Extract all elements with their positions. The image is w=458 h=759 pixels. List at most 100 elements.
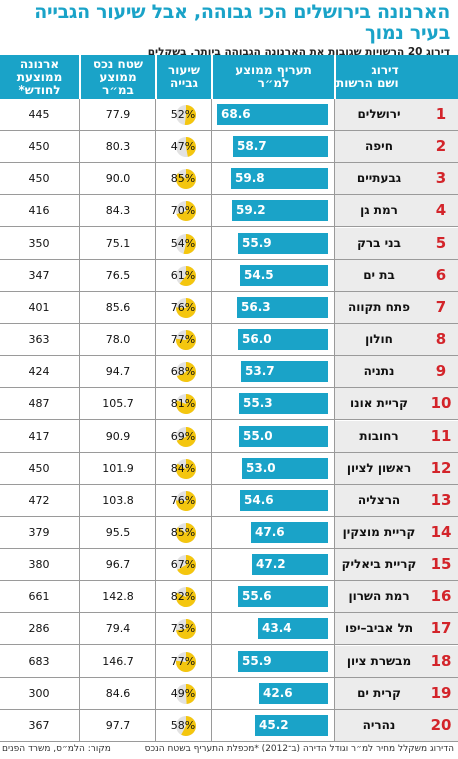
table-row: 8 חולון 56.0 77% 78.0 363 bbox=[0, 324, 458, 357]
collection-rate-pie bbox=[176, 619, 197, 640]
collection-rate-pie bbox=[176, 715, 197, 736]
name-cell: 1 ירושלים bbox=[335, 99, 458, 130]
table-row: 5 בני ברק 55.9 54% 75.1 350 bbox=[0, 227, 458, 260]
tariff-bar bbox=[238, 650, 328, 672]
municipality-name: נהריה bbox=[362, 717, 396, 732]
table-row: 3 גבעתיים 59.8 85% 90.0 450 bbox=[0, 163, 458, 196]
municipality-name: ראשון לציון bbox=[346, 460, 412, 475]
avg-area-value: 146.7 bbox=[102, 654, 134, 668]
avg-area-value: 101.9 bbox=[102, 461, 134, 475]
avg-area-value: 96.7 bbox=[105, 558, 131, 572]
name-cell: 9 נתניה bbox=[335, 356, 458, 388]
collection-rate-value: 54% bbox=[170, 236, 196, 250]
footer-note: הדירוג משקלל מחיר למ״ר וגודל הדירה (ב־20… bbox=[144, 744, 454, 754]
pie-slice bbox=[176, 458, 197, 479]
avg-arnona-value: 450 bbox=[28, 140, 50, 154]
collection-rate-pie bbox=[176, 265, 196, 286]
rank-number: 15 bbox=[430, 555, 452, 574]
avg-arnona-value: 350 bbox=[28, 236, 50, 250]
collection-rate-value: 52% bbox=[170, 108, 196, 121]
header-collection-rate: שיעור גבייה bbox=[157, 55, 211, 99]
rank-number: 13 bbox=[430, 490, 452, 509]
municipality-name: חיפה bbox=[365, 139, 393, 154]
pie-slice bbox=[181, 715, 197, 736]
collection-rate-value: 73% bbox=[170, 622, 196, 636]
column-divider bbox=[155, 99, 156, 742]
pie-slice bbox=[183, 233, 196, 254]
municipality-name: פתח תקווה bbox=[347, 299, 411, 314]
footer-source: מקור: הלמ״ס, משרד הפנים bbox=[2, 744, 111, 754]
avg-area-value: 78.0 bbox=[105, 333, 131, 347]
municipality-name: קריית ביאליק bbox=[341, 557, 417, 572]
collection-rate-value: 82% bbox=[170, 590, 196, 604]
collection-rate-value: 49% bbox=[170, 686, 196, 700]
rank-number: 20 bbox=[430, 715, 452, 734]
tariff-value: 68.6 bbox=[221, 107, 251, 121]
collection-rate-pie bbox=[176, 330, 197, 351]
avg-area-value: 79.4 bbox=[105, 622, 131, 636]
pie-slice bbox=[176, 201, 197, 222]
municipality-name: קריית אונו bbox=[350, 396, 408, 411]
tariff-value: 47.2 bbox=[256, 557, 286, 572]
avg-arnona-value: 401 bbox=[28, 300, 50, 314]
collection-rate-pie bbox=[176, 490, 197, 511]
avg-area-value: 103.8 bbox=[102, 493, 134, 507]
avg-arnona-value: 683 bbox=[28, 654, 50, 668]
tariff-value: 54.6 bbox=[244, 492, 274, 507]
rank-number: 7 bbox=[435, 297, 447, 316]
collection-rate-value: 67% bbox=[170, 558, 196, 572]
pie-slice bbox=[179, 265, 196, 286]
tariff-bar bbox=[242, 457, 328, 479]
table-row: 11 רחובות 55.0 69% 90.9 417 bbox=[0, 420, 458, 453]
name-cell: 16 רמת השרון bbox=[335, 581, 458, 613]
municipality-name: קרית ים bbox=[357, 685, 401, 700]
collection-rate-value: 68% bbox=[170, 365, 196, 379]
name-cell: 11 רחובות bbox=[335, 420, 458, 452]
table-row: 19 קרית ים 42.6 49% 84.6 300 bbox=[0, 677, 458, 710]
rank-number: 14 bbox=[430, 522, 452, 541]
collection-rate-pie bbox=[176, 651, 197, 672]
tariff-value: 58.7 bbox=[237, 139, 267, 154]
name-cell: 10 קריית אונו bbox=[335, 388, 458, 420]
name-cell: 2 חיפה bbox=[335, 131, 458, 163]
municipality-name: הרצליה bbox=[357, 492, 401, 507]
avg-arnona-value: 363 bbox=[28, 333, 50, 347]
avg-area-value: 84.3 bbox=[105, 204, 131, 218]
pie-slice bbox=[186, 683, 196, 704]
tariff-bar bbox=[217, 104, 328, 125]
tariff-value: 59.8 bbox=[235, 171, 265, 186]
avg-arnona-value: 417 bbox=[28, 429, 50, 443]
header-avg-tariff: תעריף ממוצע למ״ר bbox=[213, 55, 334, 99]
tariff-value: 55.0 bbox=[243, 428, 273, 443]
table-row: 18 מבשרת ציון 55.9 77% 146.7 683 bbox=[0, 645, 458, 678]
data-table: 1 ירושלים 68.6 52% 77.9 445 2 חיפה 58.7 47% 80.3 45… bbox=[0, 99, 458, 742]
name-cell: 6 בת ים bbox=[335, 259, 458, 291]
tariff-bar bbox=[241, 361, 328, 383]
rank-number: 10 bbox=[430, 394, 452, 413]
municipality-name: בת ים bbox=[363, 267, 395, 282]
tariff-value: 54.5 bbox=[244, 267, 274, 282]
avg-area-value: 105.7 bbox=[102, 397, 134, 411]
tariff-value: 56.0 bbox=[242, 332, 272, 347]
table-row: 15 קריית ביאליק 47.2 67% 96.7 380 bbox=[0, 549, 458, 582]
avg-arnona-value: 379 bbox=[28, 525, 50, 539]
name-cell: 20 נהריה bbox=[335, 709, 458, 741]
avg-area-value: 80.3 bbox=[105, 140, 131, 154]
tariff-value: 55.3 bbox=[243, 396, 273, 411]
tariff-bar bbox=[231, 168, 328, 190]
tariff-value: 47.6 bbox=[255, 524, 285, 539]
pie-slice bbox=[176, 619, 197, 640]
avg-area-value: 77.9 bbox=[105, 108, 131, 121]
tariff-bar bbox=[258, 618, 328, 640]
table-row: 13 הרצליה 54.6 76% 103.8 472 bbox=[0, 484, 458, 517]
rank-number: 8 bbox=[435, 330, 447, 349]
table-row: 6 בת ים 54.5 61% 76.5 347 bbox=[0, 259, 458, 292]
pie-slice bbox=[176, 297, 197, 318]
pie-slice bbox=[175, 394, 196, 415]
pie-slice bbox=[176, 490, 197, 511]
collection-rate-value: 58% bbox=[170, 718, 196, 732]
avg-area-value: 94.7 bbox=[105, 365, 131, 379]
collection-rate-pie bbox=[176, 233, 196, 254]
collection-rate-value: 77% bbox=[170, 654, 196, 668]
collection-rate-pie bbox=[176, 297, 197, 318]
